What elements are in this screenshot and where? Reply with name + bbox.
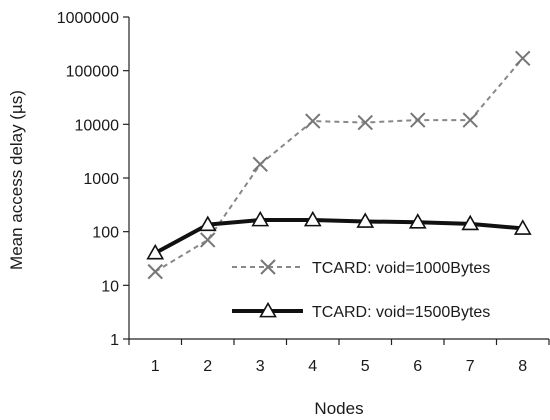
series-1-point xyxy=(305,113,321,129)
y-axis-label: Mean access delay (µs) xyxy=(7,90,26,270)
x-tick-label: 8 xyxy=(518,358,527,375)
series-2-point xyxy=(198,215,217,232)
y-tick-label: 10000 xyxy=(75,117,120,134)
x-marker-stroke xyxy=(200,232,216,248)
x-tick-label: 6 xyxy=(413,358,422,375)
legend-swatch-marker xyxy=(260,259,276,275)
x-marker-stroke xyxy=(260,259,276,275)
x-marker-stroke xyxy=(515,50,531,67)
y-tick-label: 10 xyxy=(101,278,119,295)
series-2-point xyxy=(356,212,375,228)
series-2-point xyxy=(408,213,427,229)
series-2 xyxy=(146,210,532,260)
x-tick-label: 5 xyxy=(361,358,370,375)
series-2-line xyxy=(154,217,523,255)
series-2-point xyxy=(303,210,322,227)
x-tick-label: 7 xyxy=(466,358,475,375)
x-marker-stroke xyxy=(305,113,321,129)
series-1-point xyxy=(410,112,426,128)
x-marker-stroke xyxy=(252,156,268,173)
y-tick-label: 100000 xyxy=(66,64,119,81)
series-2-point xyxy=(251,210,270,227)
y-tick-label: 1000000 xyxy=(57,10,119,27)
series-2-point xyxy=(146,243,165,260)
x-tick-label: 4 xyxy=(308,358,317,375)
x-marker-stroke xyxy=(410,112,426,128)
x-axis-label: Nodes xyxy=(314,399,363,418)
series-1-point xyxy=(462,112,478,128)
series-layer xyxy=(146,50,532,280)
y-tick-label: 100 xyxy=(92,225,119,242)
x-tick-label: 2 xyxy=(203,358,212,375)
series-1-point xyxy=(515,50,531,67)
y-tick-label: 1000 xyxy=(83,171,119,188)
series-1-point xyxy=(252,156,268,173)
series-1-point xyxy=(200,232,216,248)
x-marker-stroke xyxy=(357,114,373,131)
legend-label: TCARD: void=1500Bytes xyxy=(312,304,490,321)
series-1 xyxy=(147,50,531,280)
x-marker-stroke xyxy=(147,263,163,280)
ticks: 1 10 100 1000 10000 100000 1000000 1 2 3 4 5 6 7 8 xyxy=(57,10,550,375)
y-tick-label: 1 xyxy=(110,332,119,349)
series-2-point xyxy=(461,214,480,231)
legend-label: TCARD: void=1000Bytes xyxy=(312,260,490,277)
legend: TCARD: void=1000Bytes TCARD: void=1500Byt… xyxy=(232,259,490,321)
axes xyxy=(128,17,549,340)
series-1-point xyxy=(147,263,163,280)
series-1-point xyxy=(357,114,373,131)
legend-swatch-marker xyxy=(259,301,277,318)
x-marker-stroke xyxy=(462,112,478,128)
x-tick-label: 3 xyxy=(256,358,265,375)
x-tick-label: 1 xyxy=(151,358,160,375)
series-2-point xyxy=(513,219,532,235)
series-1-line xyxy=(154,57,524,273)
